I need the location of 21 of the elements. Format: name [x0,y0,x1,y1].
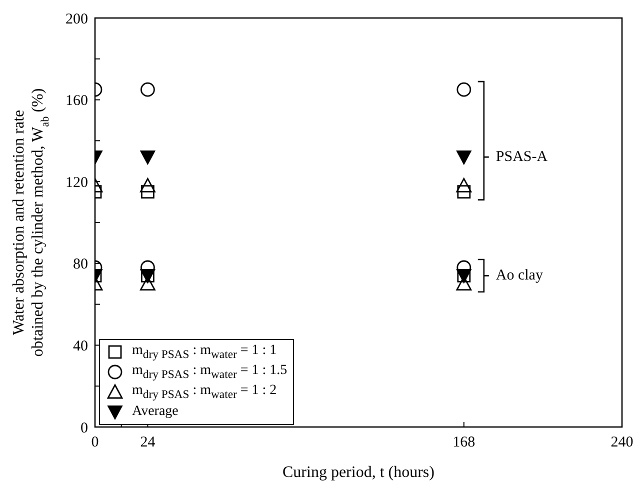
legend-label: Average [132,404,178,420]
point [456,150,472,165]
annotation: Ao clay [496,268,544,284]
y-tick-label: 0 [80,420,88,436]
y-tick-label: 80 [73,256,88,273]
y-tick-label: 40 [73,338,88,355]
legend-label: m$_{dry PSAS}$ : m$_{water}$ = 1 : 2 [132,383,277,401]
x-axis-title: Curing period, t (hours) [282,464,434,481]
point [456,82,472,97]
y-tick-label: 160 [66,93,88,110]
legend-label: m$_{dry PSAS}$ : m$_{water}$ = 1 : 1 [132,343,277,361]
annotation: PSAS-A [496,149,548,166]
x-tick-label: 168 [452,434,476,451]
point [456,178,472,192]
y-tick-label: 200 [66,11,88,28]
x-tick-label: 24 [140,434,156,451]
legend-label: m$_{dry PSAS}$ : m$_{water}$ = 1 : 1.5 [132,363,288,381]
y-tick-label: 120 [66,174,88,191]
point [457,185,471,199]
x-tick-label: 240 [610,434,634,451]
x-tick-label: 0 [91,434,99,451]
